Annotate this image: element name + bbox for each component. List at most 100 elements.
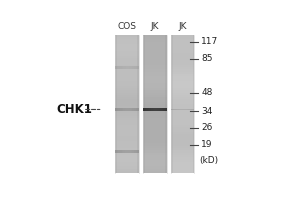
Bar (116, 35, 117, 173)
Bar (116, 146, 139, 148)
Bar (116, 60, 139, 62)
Bar (116, 81, 139, 83)
Bar (116, 160, 139, 162)
Text: 34: 34 (201, 107, 213, 116)
Bar (116, 39, 139, 42)
Bar (116, 49, 139, 51)
Bar (116, 102, 139, 104)
Bar (143, 51, 167, 53)
Bar (137, 150, 139, 153)
Bar (116, 111, 139, 113)
Bar (116, 120, 139, 123)
Bar (116, 58, 139, 60)
Bar (116, 166, 139, 169)
Bar (143, 118, 167, 120)
Bar (116, 116, 139, 118)
Bar (179, 109, 181, 110)
Bar (116, 69, 139, 72)
Bar (154, 108, 156, 111)
Bar (116, 104, 139, 106)
Bar (143, 49, 167, 51)
Bar (157, 108, 159, 111)
Bar (116, 132, 139, 134)
Bar (128, 66, 129, 69)
Bar (129, 66, 131, 69)
Bar (143, 102, 167, 104)
Bar (176, 109, 177, 110)
Bar (116, 37, 139, 39)
Bar (171, 39, 194, 42)
Bar (171, 69, 194, 72)
Bar (164, 108, 165, 111)
Bar (171, 88, 194, 90)
Bar (171, 90, 194, 93)
Bar (143, 150, 167, 153)
Text: 117: 117 (201, 37, 219, 46)
Bar (116, 109, 139, 111)
Bar (171, 44, 194, 46)
Bar (117, 150, 118, 153)
Bar (143, 58, 167, 60)
Bar (171, 127, 194, 129)
Bar (165, 108, 166, 111)
Bar (171, 53, 194, 56)
Bar (116, 35, 139, 37)
Bar (171, 118, 194, 120)
Bar (116, 153, 139, 155)
Bar (143, 56, 167, 58)
Bar (143, 81, 167, 83)
Bar (171, 148, 194, 150)
Bar (122, 66, 123, 69)
Bar (171, 58, 194, 60)
Bar (116, 76, 139, 79)
Bar (171, 65, 194, 67)
Bar (171, 116, 194, 118)
Bar (128, 108, 129, 111)
Bar (143, 139, 167, 141)
Bar (116, 150, 117, 153)
Bar (123, 66, 125, 69)
Bar (118, 108, 120, 111)
Bar (126, 150, 128, 153)
Bar (171, 171, 194, 173)
Bar (116, 44, 139, 46)
Bar (136, 66, 137, 69)
Bar (143, 120, 167, 123)
Text: JK: JK (151, 22, 159, 31)
Bar (171, 62, 194, 65)
Bar (116, 143, 139, 146)
Text: CHK1: CHK1 (56, 103, 92, 116)
Bar (160, 108, 162, 111)
Bar (171, 102, 194, 104)
Text: 26: 26 (201, 123, 213, 132)
Bar (143, 134, 167, 136)
Bar (137, 108, 139, 111)
Bar (143, 35, 167, 37)
Bar (132, 150, 134, 153)
Bar (120, 66, 122, 69)
Bar (184, 109, 185, 110)
Bar (116, 95, 139, 97)
Bar (134, 150, 136, 153)
Bar (171, 99, 194, 102)
Bar (148, 108, 149, 111)
Bar (171, 51, 194, 53)
Bar (143, 113, 167, 116)
Bar (143, 67, 167, 69)
Bar (143, 129, 167, 132)
Bar (188, 109, 190, 110)
Bar (116, 162, 139, 164)
Bar (151, 108, 153, 111)
Bar (143, 104, 167, 106)
Bar (171, 37, 194, 39)
Bar (126, 108, 128, 111)
Bar (143, 44, 167, 46)
Bar (116, 88, 139, 90)
Bar (123, 150, 125, 153)
Bar (185, 109, 187, 110)
Text: 85: 85 (201, 54, 213, 63)
Bar (116, 106, 139, 109)
Bar (143, 164, 167, 166)
Bar (171, 166, 194, 169)
Bar (143, 86, 167, 88)
